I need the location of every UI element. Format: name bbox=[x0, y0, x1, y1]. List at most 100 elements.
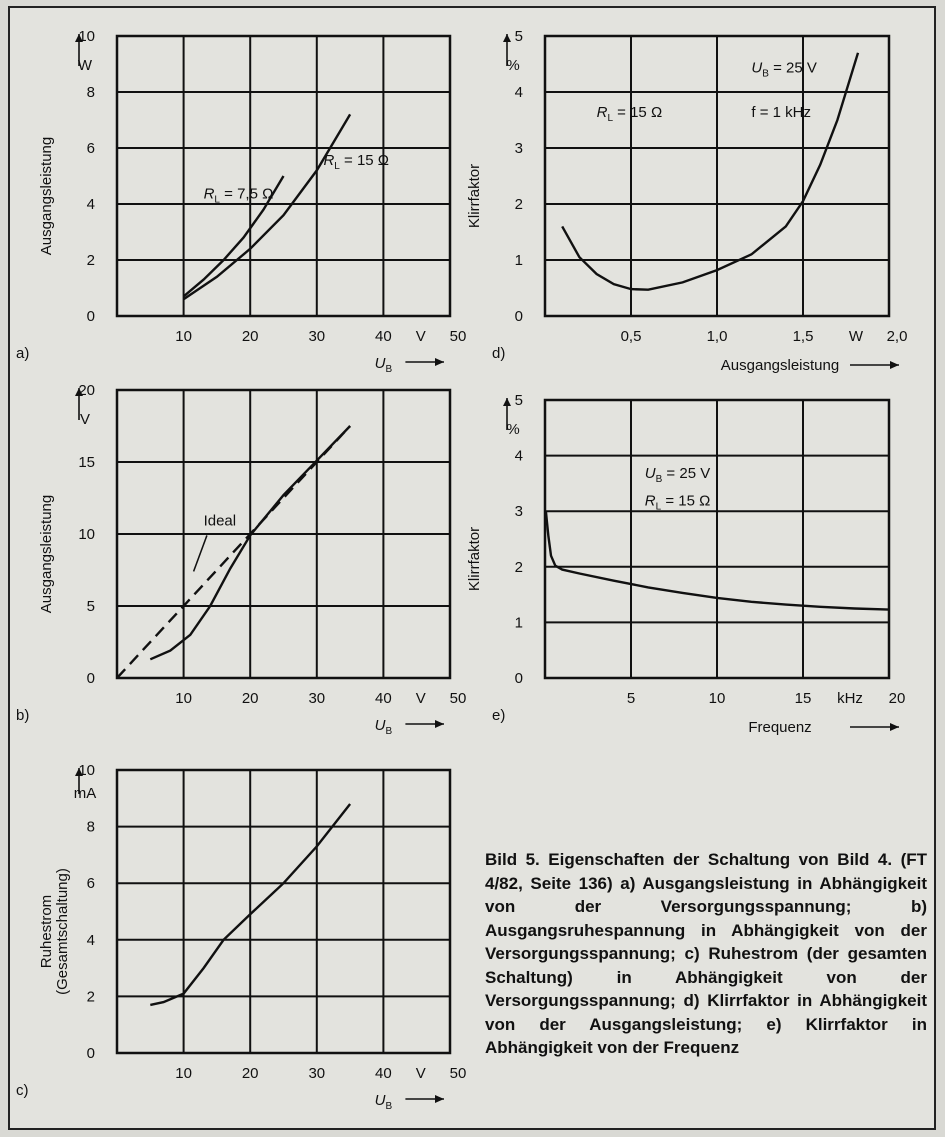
y-axis-label: Klirrfaktor bbox=[466, 527, 483, 591]
y-tick-label: 10 bbox=[78, 526, 95, 543]
x-unit-label: W bbox=[849, 328, 864, 345]
x-tick-label: 20 bbox=[242, 690, 259, 707]
y-tick-label: 8 bbox=[87, 819, 95, 836]
y-tick-label: 0 bbox=[87, 1045, 95, 1062]
y-tick-label: 6 bbox=[87, 140, 95, 157]
plot-area-border bbox=[543, 34, 891, 318]
x-unit-label: V bbox=[416, 328, 426, 345]
x-axis-arrowhead bbox=[890, 723, 899, 731]
y-tick-label: 0 bbox=[87, 670, 95, 687]
x-axis-arrowhead bbox=[435, 1095, 444, 1103]
series-line-d-0 bbox=[561, 52, 860, 291]
y-tick-label: 6 bbox=[87, 875, 95, 892]
annotation-d-0: UB = 25 V bbox=[751, 59, 816, 79]
chart-grid bbox=[117, 36, 450, 316]
y-tick-label: 1 bbox=[515, 614, 523, 631]
x-unit-label: V bbox=[416, 690, 426, 707]
annotation-d-2: f = 1 kHz bbox=[751, 104, 811, 121]
figure-frame bbox=[8, 6, 936, 1130]
y-unit-label: W bbox=[78, 57, 93, 74]
y-unit-label: V bbox=[80, 411, 90, 428]
x-unit-label: kHz bbox=[837, 690, 863, 707]
y-axis-arrowhead bbox=[75, 768, 83, 776]
y-axis-arrowhead bbox=[503, 34, 511, 42]
x-tick-label: 1,0 bbox=[707, 328, 728, 345]
annotation-e-0: UB = 25 V bbox=[645, 465, 710, 485]
chart-panel-c: 0 2 4 6 8 10 10 20 30 40 50 VmA Ruhestrom (Gesamtscha… bbox=[16, 762, 466, 1112]
x-tick-label: 40 bbox=[375, 328, 392, 345]
y-tick-label: 10 bbox=[78, 28, 95, 45]
y-tick-label: 0 bbox=[87, 308, 95, 325]
chart-panel-b: 0 5 10 15 20 10 20 30 40 50 V V Ausgangsleistung UB b)… bbox=[16, 382, 466, 737]
series-line-a-0 bbox=[182, 175, 285, 298]
annotation-b-0: Ideal bbox=[204, 512, 237, 529]
ideal-leader-line bbox=[192, 535, 208, 572]
chart-grid bbox=[117, 770, 450, 1053]
x-axis-label: Ausgangsleistung bbox=[721, 357, 839, 374]
x-tick-label: 40 bbox=[375, 690, 392, 707]
chart-panel-e: 0 1 2 3 4 5 5 10 15 20 kHz% Klirrfaktor Frequenz e) UB… bbox=[466, 392, 905, 736]
x-tick-label: 40 bbox=[375, 1065, 392, 1082]
chart-grid bbox=[545, 36, 889, 316]
series-line-a-1 bbox=[182, 113, 352, 301]
figure-caption: Bild 5. Eigenschaften der Schaltung von … bbox=[485, 850, 927, 1057]
panel-label-e: e) bbox=[492, 707, 505, 724]
y-tick-label: 20 bbox=[78, 382, 95, 399]
x-tick-label: 10 bbox=[175, 328, 192, 345]
panel-label-c: c) bbox=[16, 1082, 29, 1099]
y-tick-label: 5 bbox=[515, 392, 523, 409]
y-tick-label: 5 bbox=[87, 598, 95, 615]
plot-area-border bbox=[115, 768, 452, 1055]
x-tick-label: 2,0 bbox=[887, 328, 908, 345]
x-unit-label: V bbox=[416, 1065, 426, 1082]
x-tick-label: 20 bbox=[889, 690, 906, 707]
x-axis-label: UB bbox=[375, 1092, 393, 1112]
y-tick-label: 5 bbox=[515, 28, 523, 45]
x-axis-arrowhead bbox=[890, 361, 899, 369]
x-axis-label: UB bbox=[375, 717, 393, 737]
y-tick-label: 2 bbox=[515, 196, 523, 213]
x-tick-label: 50 bbox=[450, 690, 467, 707]
y-tick-label: 4 bbox=[87, 196, 95, 213]
x-axis-arrowhead bbox=[435, 358, 444, 366]
y-tick-label: 15 bbox=[78, 454, 95, 471]
annotation-e-1: RL = 15 Ω bbox=[645, 493, 711, 513]
chart-grid bbox=[545, 400, 889, 678]
panel-label-a: a) bbox=[16, 345, 29, 362]
x-tick-label: 10 bbox=[175, 690, 192, 707]
y-axis-label: Ausgangsleistung bbox=[38, 495, 55, 613]
x-tick-label: 10 bbox=[709, 690, 726, 707]
chart-panel-d: 0 1 2 3 4 5 0,5 1,0 1,5 2,0 W% Klirrfaktor Ausgangsl… bbox=[466, 28, 907, 374]
annotation-a-0: RL = 7,5 Ω bbox=[204, 185, 274, 205]
y-tick-label: 1 bbox=[515, 252, 523, 269]
x-tick-label: 0,5 bbox=[621, 328, 642, 345]
x-axis-arrowhead bbox=[435, 720, 444, 728]
panel-label-d: d) bbox=[492, 345, 505, 362]
chart-panel-a: 0 2 4 6 8 10 10 20 30 40 50 V W Ausgangsleistung UB a) R… bbox=[16, 28, 466, 375]
y-tick-label: 2 bbox=[87, 988, 95, 1005]
y-tick-label: 3 bbox=[515, 503, 523, 520]
annotation-a-1: RL = 15 Ω bbox=[323, 152, 389, 172]
y-axis-arrowhead bbox=[75, 388, 83, 396]
x-tick-label: 50 bbox=[450, 328, 467, 345]
x-tick-label: 5 bbox=[627, 690, 635, 707]
annotation-d-1: RL = 15 Ω bbox=[597, 104, 663, 124]
y-axis-label-secondary: (Gesamtschaltung) bbox=[54, 868, 71, 995]
y-tick-label: 3 bbox=[515, 140, 523, 157]
y-tick-label: 8 bbox=[87, 84, 95, 101]
plot-area-border bbox=[115, 34, 452, 318]
y-tick-label: 4 bbox=[515, 84, 523, 101]
x-tick-label: 30 bbox=[308, 1065, 325, 1082]
y-tick-label: 0 bbox=[515, 670, 523, 687]
series-line-b-1 bbox=[149, 425, 351, 661]
y-axis-label: Ausgangsleistung bbox=[38, 137, 55, 255]
series-line-e-0 bbox=[544, 511, 890, 611]
y-axis-arrowhead bbox=[75, 34, 83, 42]
x-tick-label: 20 bbox=[242, 328, 259, 345]
chart-grid bbox=[117, 390, 450, 678]
x-axis-label: Frequenz bbox=[748, 719, 811, 736]
y-tick-label: 10 bbox=[78, 762, 95, 779]
y-tick-label: 4 bbox=[515, 448, 523, 465]
y-tick-label: 2 bbox=[515, 559, 523, 576]
